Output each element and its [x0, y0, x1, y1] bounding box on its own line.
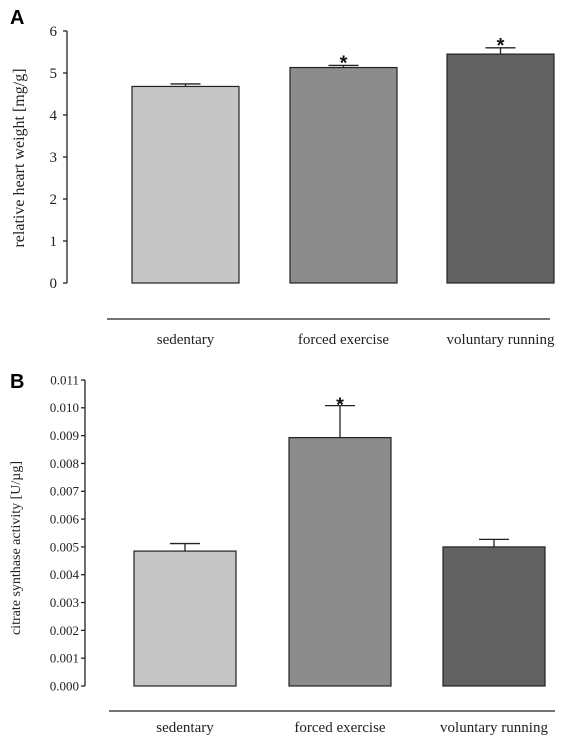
panel-a-category-label-3: voluntary running [447, 332, 555, 348]
panel-a-letter: A [10, 7, 24, 29]
panel-b-y-tick-label: 0.000 [50, 678, 79, 693]
panel-b-y-axis-label: citrate synthase activity [U/µg] [9, 461, 24, 635]
panel-b-bar-1 [133, 550, 237, 687]
panel-a-y-tick-label: 0 [50, 276, 58, 292]
panel-a-bar-1 [131, 85, 240, 284]
panel-a-y-tick-label: 2 [50, 192, 58, 208]
panel-b-letter: B [10, 371, 24, 393]
panel-b-y-tick-label: 0.002 [50, 623, 79, 638]
panel-a-y-axis-label: relative heart weight [mg/g] [11, 68, 28, 247]
panel-b-y-tick-label: 0.009 [50, 428, 79, 443]
panel-b-y-tick-label: 0.011 [50, 372, 79, 387]
panel-b-y-tick-label: 0.006 [50, 512, 80, 527]
panel-a-y-tick-label: 1 [50, 234, 58, 250]
panel-a-category-label-1: sedentary [157, 332, 215, 348]
panel-b-y-tick-label: 0.005 [50, 539, 79, 554]
panel-a-significance-star-3: * [497, 35, 505, 57]
panel-b-y-tick-label: 0.008 [50, 456, 79, 471]
panel-a-bar-3 [446, 53, 555, 284]
panel-b-y-tick-label: 0.007 [50, 484, 80, 499]
panel-b-y-tick-label: 0.001 [50, 651, 79, 666]
panel-a-category-label-2: forced exercise [298, 332, 390, 348]
panel-b-y-tick-label: 0.010 [50, 400, 79, 415]
panel-b-y-tick-label: 0.003 [50, 595, 79, 610]
panel-b-significance-star-2: * [336, 395, 344, 417]
panel-b-category-label-3: voluntary running [440, 720, 548, 736]
panel-a-significance-star-2: * [340, 52, 348, 74]
panel-b-bar-3 [442, 546, 546, 687]
panel-a-bar-2 [289, 66, 398, 284]
panel-a-y-tick-label: 6 [50, 24, 58, 40]
panel-b-chart: B citrate synthase activity [U/µg] 0.000… [9, 371, 555, 736]
panel-b-bar-2 [288, 436, 392, 687]
panel-a-chart: A relative heart weight [mg/g] 0 1 2 3 4 5 6 se… [10, 7, 555, 348]
panel-b-category-label-2: forced exercise [294, 720, 386, 736]
panel-b-category-label-1: sedentary [156, 720, 214, 736]
panel-a-y-tick-label: 3 [50, 150, 58, 166]
panel-a-y-tick-label: 4 [50, 108, 58, 124]
panel-b-y-tick-label: 0.004 [50, 567, 80, 582]
panel-a-y-tick-label: 5 [50, 66, 58, 82]
